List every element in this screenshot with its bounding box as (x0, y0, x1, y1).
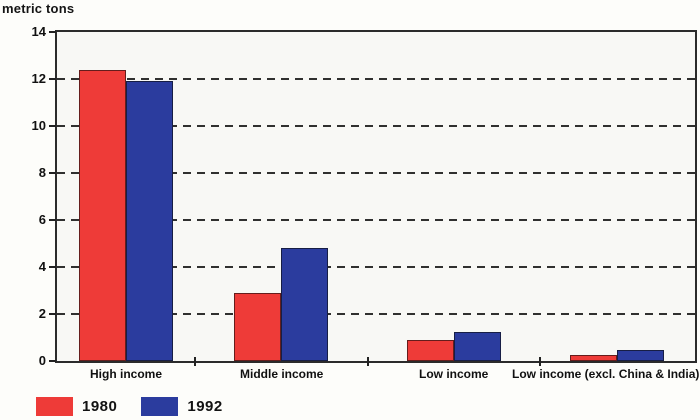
x-tick-mark (539, 357, 541, 366)
x-tick-mark (194, 357, 196, 366)
legend-item-1992: 1992 (141, 396, 223, 416)
legend-item-1980: 1980 (36, 396, 118, 416)
bar-1992-1 (126, 81, 173, 361)
category-label: Middle income (240, 367, 324, 381)
legend-swatch-1992 (141, 396, 179, 416)
y-tick-label: 12 (31, 71, 46, 86)
gridline (57, 266, 695, 268)
bar-1992-4 (617, 350, 664, 361)
y-tick-mark (49, 313, 56, 315)
gridline (57, 313, 695, 315)
bar-1980-3 (407, 340, 454, 361)
legend-label: 1980 (82, 397, 118, 415)
category-label: Low income (excl. China & India) (512, 367, 700, 381)
category-label: High income (90, 367, 163, 381)
y-tick-mark (49, 266, 56, 268)
legend: 1980 1992 (36, 396, 223, 416)
y-tick-label: 0 (38, 353, 46, 368)
gridline (57, 125, 695, 127)
gridline (57, 219, 695, 221)
y-axis-title: metric tons (2, 1, 75, 16)
y-tick-label: 8 (38, 165, 46, 180)
bar-1992-2 (281, 248, 328, 361)
y-tick-label: 10 (31, 118, 46, 133)
legend-swatch-1980 (36, 396, 73, 416)
y-tick-mark (49, 125, 56, 127)
y-tick-label: 14 (31, 24, 46, 39)
y-tick-mark (49, 360, 56, 362)
y-tick-mark (49, 31, 56, 33)
bar-1980-2 (234, 293, 281, 361)
x-tick-mark (367, 357, 369, 366)
legend-label: 1992 (187, 397, 223, 415)
y-tick-mark (49, 78, 56, 80)
y-tick-label: 6 (38, 212, 46, 227)
bar-1980-1 (79, 70, 126, 361)
gridline (57, 172, 695, 174)
plot-area (55, 30, 697, 363)
y-tick-label: 2 (38, 306, 46, 321)
bar-1992-3 (454, 332, 501, 361)
gridline (57, 78, 695, 80)
y-tick-mark (49, 172, 56, 174)
y-tick-mark (49, 219, 56, 221)
y-tick-label: 4 (38, 259, 46, 274)
category-label: Low income (419, 367, 489, 381)
bar-1980-4 (570, 355, 617, 361)
